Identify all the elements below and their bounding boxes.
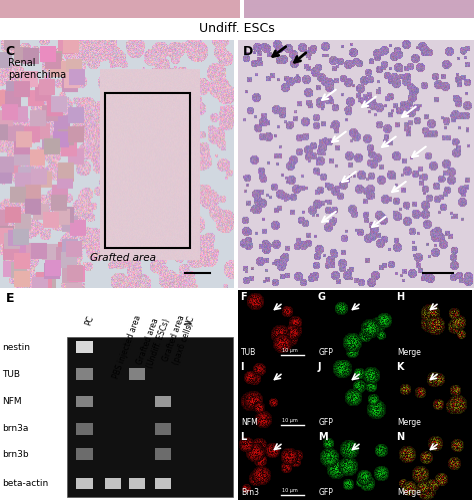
Text: I: I [240,362,244,372]
FancyBboxPatch shape [128,369,145,380]
FancyBboxPatch shape [76,341,93,353]
Text: F: F [240,292,246,302]
FancyBboxPatch shape [76,448,93,460]
FancyBboxPatch shape [67,337,233,497]
Text: N: N [396,432,404,442]
Text: D: D [243,45,253,58]
FancyBboxPatch shape [76,396,93,407]
FancyBboxPatch shape [76,423,93,435]
Text: Grafted area
(Undiff. ESCs): Grafted area (Undiff. ESCs) [136,314,172,369]
Text: Renal
parenchima: Renal parenchima [8,58,66,79]
Text: Undiff. ESCs: Undiff. ESCs [199,22,275,35]
Text: 10 μm: 10 μm [282,418,297,423]
Text: H: H [396,292,404,302]
Text: NC: NC [183,314,195,327]
FancyBboxPatch shape [155,396,172,407]
Text: E: E [6,293,14,305]
Text: PC: PC [83,314,95,326]
Text: beta-actin: beta-actin [2,479,49,488]
Text: Grafted area: Grafted area [90,253,156,263]
FancyBboxPatch shape [76,369,93,380]
Text: brn3b: brn3b [2,450,29,459]
FancyBboxPatch shape [76,478,93,489]
Text: Merge: Merge [397,488,421,497]
Text: M: M [318,432,328,442]
Text: J: J [318,362,321,372]
Text: TUB: TUB [241,348,256,357]
FancyBboxPatch shape [105,478,121,489]
Text: NFM: NFM [2,397,22,406]
Bar [105,93,190,248]
Text: Merge: Merge [397,348,421,357]
Text: Grafted area
(pax6 cells): Grafted area (pax6 cells) [162,314,197,366]
Text: PBS injected area: PBS injected area [112,314,143,380]
Text: G: G [318,292,326,302]
Text: GFP: GFP [319,348,334,357]
Text: C: C [5,45,14,58]
Text: GFP: GFP [319,418,334,427]
FancyBboxPatch shape [128,478,145,489]
Text: 10 μm: 10 μm [282,488,297,493]
Text: Merge: Merge [397,418,421,427]
Text: L: L [240,432,246,442]
Text: Brn3: Brn3 [241,488,259,497]
FancyBboxPatch shape [155,448,172,460]
FancyBboxPatch shape [155,423,172,435]
Text: NFM: NFM [241,418,258,427]
Text: nestin: nestin [2,343,30,352]
FancyBboxPatch shape [155,478,172,489]
Text: K: K [396,362,403,372]
Text: 10 μm: 10 μm [282,348,297,353]
Text: brn3a: brn3a [2,425,29,434]
Text: GFP: GFP [319,488,334,497]
Text: TUB: TUB [2,370,20,379]
